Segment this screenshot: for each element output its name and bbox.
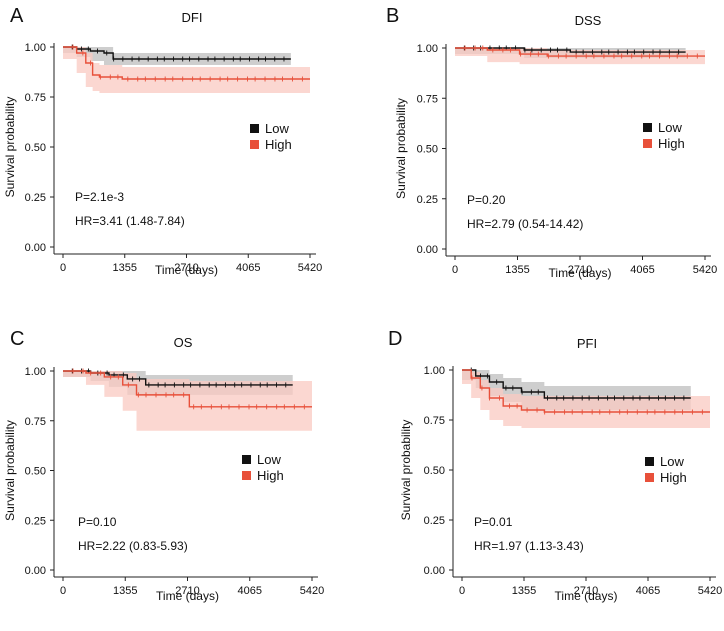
survival-line-high — [462, 369, 710, 413]
hazard-ratio: HR=2.22 (0.83-5.93) — [78, 539, 188, 553]
ci-band-high — [63, 47, 310, 93]
y-tick-label: 0.50 — [25, 466, 46, 478]
y-axis-title: Survival probability — [394, 98, 408, 199]
x-tick-label: 4065 — [636, 585, 660, 597]
y-tick-label: 0.00 — [417, 244, 438, 256]
legend-swatch-high — [250, 140, 259, 149]
y-tick-label: 0.50 — [25, 142, 46, 154]
y-axis-title: Survival probability — [399, 420, 413, 521]
panel-letter: D — [388, 328, 402, 350]
y-tick-label: 0.25 — [417, 194, 438, 206]
x-tick-label: 1355 — [113, 262, 137, 274]
legend-label-high: High — [257, 468, 284, 483]
ci-band-high — [462, 370, 710, 428]
hazard-ratio: HR=3.41 (1.48-7.84) — [75, 214, 185, 228]
panel-title: OS — [174, 335, 193, 350]
x-tick-label: 0 — [60, 262, 66, 274]
legend-swatch-low — [242, 455, 251, 464]
panel-letter: C — [10, 328, 24, 350]
legend-swatch-high — [643, 139, 652, 148]
x-tick-label: 5420 — [298, 262, 322, 274]
y-tick-label: 1.00 — [25, 366, 46, 378]
x-tick-label: 0 — [60, 585, 66, 597]
panel-b: B DSS 0.00 0.25 0.50 0.75 1.00 0 1355 2710 4065 542… — [386, 5, 717, 280]
legend-label-low: Low — [658, 120, 682, 135]
x-tick-label: 4065 — [236, 262, 260, 274]
y-tick-label: 1.00 — [424, 365, 445, 377]
p-value: P=0.20 — [467, 193, 506, 207]
panel-title: DSS — [575, 13, 602, 28]
y-axis-title: Survival probability — [3, 420, 17, 521]
hazard-ratio: HR=1.97 (1.13-3.43) — [474, 539, 584, 553]
legend-label-low: Low — [265, 121, 289, 136]
y-tick-label: 0.25 — [424, 515, 445, 527]
y-tick-label: 0.75 — [417, 93, 438, 105]
survival-line-high — [63, 46, 310, 80]
y-tick-label: 0.50 — [424, 465, 445, 477]
y-tick-label: 1.00 — [25, 42, 46, 54]
legend-swatch-low — [643, 123, 652, 132]
hazard-ratio: HR=2.79 (0.54-14.42) — [467, 217, 583, 231]
y-tick-label: 1.00 — [417, 43, 438, 55]
x-axis-title: Time (days) — [156, 589, 219, 603]
x-tick-label: 4065 — [238, 585, 262, 597]
x-axis-title: Time (days) — [555, 589, 618, 603]
x-tick-label: 1355 — [113, 585, 137, 597]
y-tick-label: 0.00 — [25, 565, 46, 577]
survival-line-low — [462, 369, 691, 399]
p-value: P=0.10 — [78, 515, 117, 529]
x-tick-label: 2710 — [174, 262, 198, 274]
panel-d: D PFI 0.00 0.25 0.50 0.75 1.00 0 1355 2710 4065 542… — [388, 328, 722, 603]
panel-letter: B — [386, 5, 399, 27]
x-tick-label: 5420 — [698, 585, 722, 597]
y-tick-label: 0.00 — [25, 242, 46, 254]
legend-label-low: Low — [660, 454, 684, 469]
x-tick-label: 4065 — [630, 264, 654, 276]
x-axis-title: Time (days) — [549, 266, 612, 280]
panel-title: DFI — [182, 10, 203, 25]
legend-swatch-low — [645, 457, 654, 466]
x-tick-label: 0 — [459, 585, 465, 597]
p-value: P=0.01 — [474, 515, 513, 529]
ci-band-low — [63, 47, 291, 65]
y-tick-label: 0.25 — [25, 515, 46, 527]
legend-swatch-high — [645, 473, 654, 482]
x-tick-label: 1355 — [512, 585, 536, 597]
panel-c: C OS 0.00 0.25 0.50 0.75 1.00 0 1355 2710 4065 5420… — [3, 328, 324, 603]
x-tick-label: 0 — [452, 264, 458, 276]
x-tick-label: 2710 — [175, 585, 199, 597]
p-value: P=2.1e-3 — [75, 190, 124, 204]
panel-title: PFI — [577, 336, 597, 351]
legend-label-low: Low — [257, 452, 281, 467]
legend-swatch-high — [242, 471, 251, 480]
y-axis-title: Survival probability — [3, 97, 17, 198]
x-axis-title: Time (days) — [155, 263, 218, 277]
survival-line-high — [455, 47, 705, 57]
y-tick-label: 0.75 — [25, 92, 46, 104]
panel-letter: A — [10, 5, 24, 27]
y-tick-label: 0.75 — [25, 416, 46, 428]
y-tick-label: 0.75 — [424, 415, 445, 427]
legend-label-high: High — [660, 470, 687, 485]
panel-a: A DFI 0.00 0.25 0.50 0.75 1.00 0 1355 2710 4065 542… — [3, 5, 322, 277]
x-tick-label: 1355 — [505, 264, 529, 276]
x-tick-label: 5420 — [300, 585, 324, 597]
survival-line-high — [63, 370, 312, 408]
x-tick-label: 2710 — [568, 264, 592, 276]
x-tick-label: 5420 — [693, 264, 717, 276]
ci-band-high — [63, 371, 312, 431]
legend-label-high: High — [265, 137, 292, 152]
y-tick-label: 0.00 — [424, 565, 445, 577]
survival-line-low — [455, 47, 686, 53]
x-tick-label: 2710 — [574, 585, 598, 597]
legend-swatch-low — [250, 124, 259, 133]
legend-label-high: High — [658, 136, 685, 151]
y-tick-label: 0.25 — [25, 192, 46, 204]
y-tick-label: 0.50 — [417, 144, 438, 156]
